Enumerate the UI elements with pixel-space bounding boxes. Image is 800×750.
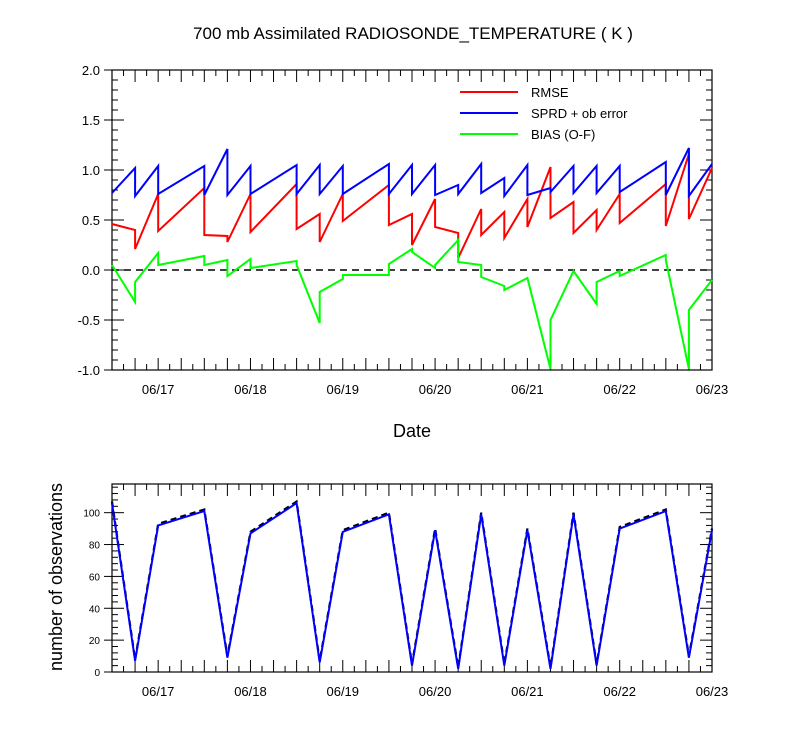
series-line-possible-observations (110, 499, 714, 668)
legend-label-rmse: RMSE (531, 85, 569, 100)
top-y-tick-label: -1.0 (78, 363, 100, 378)
top-x-tick-label: 06/23 (696, 382, 729, 397)
bottom-x-tick-label: 06/23 (696, 684, 729, 699)
chart-title: 700 mb Assimilated RADIOSONDE_TEMPERATUR… (193, 24, 633, 43)
top-y-tick-label: 0.5 (82, 213, 100, 228)
bottom-x-tick-label: 06/18 (234, 684, 267, 699)
legend-label-sprd: SPRD + ob error (531, 106, 628, 121)
top-x-tick-label: 06/22 (603, 382, 636, 397)
x-axis-title: Date (393, 421, 431, 441)
legend-label-bias: BIAS (O-F) (531, 127, 595, 142)
top-y-tick-label: 1.5 (82, 113, 100, 128)
top-x-tick-label: 06/18 (234, 382, 267, 397)
top-x-tick-label: 06/21 (511, 382, 544, 397)
top-y-tick-label: 2.0 (82, 63, 100, 78)
series-line-assimilated-observations (111, 501, 713, 669)
top-y-tick-label: -0.5 (78, 313, 100, 328)
bottom-x-tick-label: 06/19 (326, 684, 359, 699)
top-y-tick-label: 0.0 (82, 263, 100, 278)
bottom-y-tick-label: 80 (89, 541, 101, 552)
series-line-sprd-ob-error (111, 147, 713, 200)
rmse-bias-plot: -1.0 -0.5 0.0 0.5 1.0 1.5 2.0 06/17 06/18 06/19 06… (78, 63, 729, 397)
bottom-x-tick-label: 06/20 (419, 684, 452, 699)
bottom-x-tick-label: 06/21 (511, 684, 544, 699)
y-axis-title-observations: number of observations (46, 483, 66, 671)
bottom-y-tick-label: 40 (89, 604, 101, 615)
bottom-y-tick-label: 60 (89, 572, 101, 583)
legend: RMSE SPRD + ob error BIAS (O-F) (460, 85, 628, 142)
series-line-rmse (111, 153, 713, 259)
bottom-y-tick-label: 0 (94, 668, 100, 679)
series-line-bias-o-f (111, 237, 713, 370)
observations-count-plot: 0 20 40 60 80 100 06/17 06/18 06/19 06/20 06/21 06/… (83, 483, 729, 699)
top-x-tick-label: 06/20 (419, 382, 452, 397)
bottom-y-tick-label: 20 (89, 636, 101, 647)
top-x-tick-label: 06/19 (326, 382, 359, 397)
top-y-tick-label: 1.0 (82, 163, 100, 178)
bottom-y-tick-label: 100 (83, 509, 100, 520)
top-x-tick-label: 06/17 (142, 382, 175, 397)
bottom-x-tick-label: 06/17 (142, 684, 175, 699)
bottom-x-tick-label: 06/22 (603, 684, 636, 699)
